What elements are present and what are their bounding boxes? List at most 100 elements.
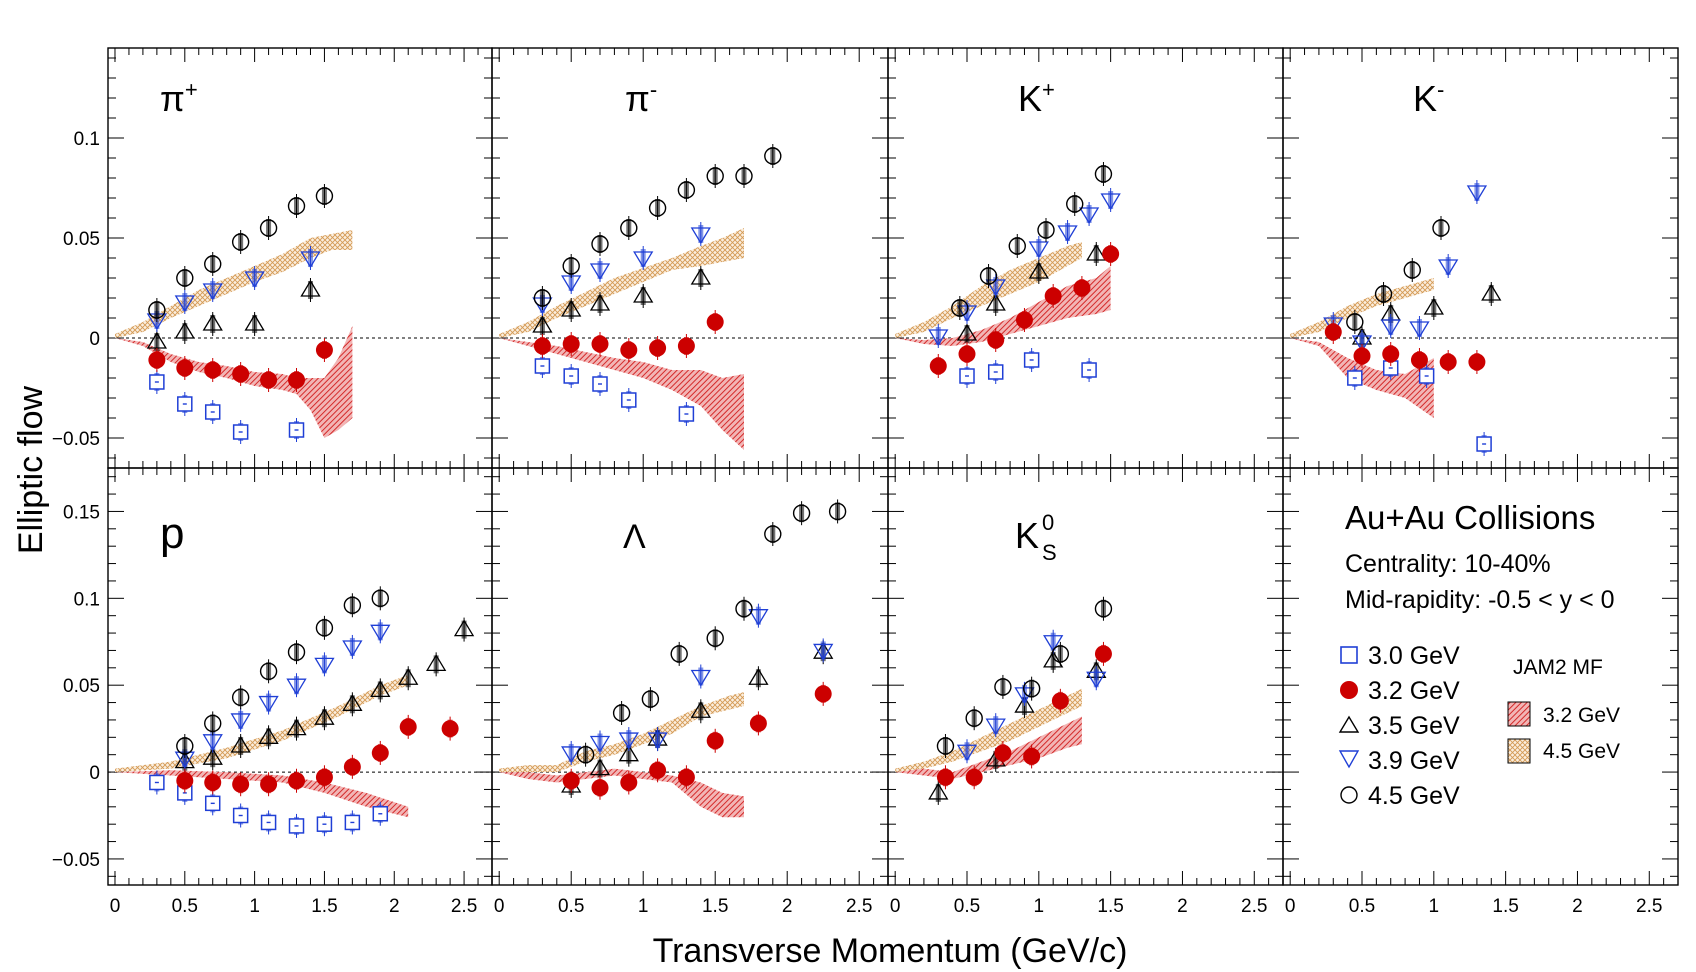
data-point-lam-e39 (690, 664, 711, 689)
data-point-ks-e45 (936, 734, 955, 758)
labels-layer: Transverse Momentum (GeV/c) Elliptic flo… (12, 77, 1620, 970)
data-point-ks-e39 (985, 713, 1006, 738)
data-point-p-e39 (286, 673, 307, 698)
x-tick-label: 1.5 (702, 896, 728, 917)
data-point-p-e35 (230, 734, 251, 758)
svg-text:π-: π- (625, 77, 657, 119)
data-point-lam-e45 (735, 596, 753, 621)
data-point-p-e30 (149, 770, 165, 795)
x-tick-label: 2.5 (846, 896, 872, 917)
x-axis-title: Transverse Momentum (GeV/c) (653, 932, 1128, 970)
data-point-km-e32 (1324, 320, 1342, 344)
data-point-pip-e32 (232, 362, 250, 386)
model-band-4-5-gev-pim (499, 228, 744, 338)
y-tick-label: 0.1 (74, 589, 100, 610)
data-point-pip-e32 (176, 356, 194, 380)
panels-layer: 0 0.5 1 1.5 2 2.5 0 0.5 1 1.5 2 2.5 0 0.5 1 1.5 2 2.5 0 0.5… (52, 47, 1679, 917)
svg-text:3.5 GeV: 3.5 GeV (1368, 712, 1460, 740)
data-point-km-e45 (1346, 310, 1364, 334)
data-point-pip-e39 (244, 266, 265, 290)
data-point-ks-e45 (1094, 596, 1113, 621)
data-point-p-e30 (316, 812, 333, 837)
x-tick-label: 0.5 (558, 896, 584, 917)
data-point-kp-e32 (1044, 284, 1062, 308)
y-axis-title: Elliptic flow (12, 385, 50, 554)
svg-text:π+: π+ (160, 77, 198, 119)
data-point-pip-e35 (174, 320, 195, 344)
data-point-pip-e45 (148, 298, 166, 322)
data-point-p-e32 (315, 765, 333, 790)
data-point-lam-e45 (670, 641, 688, 666)
data-point-p-e45 (259, 659, 278, 684)
data-point-p-e30 (204, 791, 221, 816)
legend-entry-4-5-gev: 4.5 GeV (1340, 782, 1460, 810)
x-tick-label: 0.5 (954, 896, 980, 917)
data-point-p-e32 (371, 740, 389, 765)
data-point-pip-e39 (174, 290, 195, 314)
data-point-ks-e39 (1086, 666, 1107, 691)
data-point-p-e45 (371, 586, 389, 611)
data-point-lam-e32 (706, 728, 724, 753)
data-point-ks-e32 (994, 740, 1012, 765)
data-point-p-e45 (204, 711, 222, 736)
data-point-lam-e32 (591, 775, 609, 800)
data-point-pim-e32 (562, 332, 580, 356)
data-point-p-e30 (260, 810, 277, 835)
legend-entry-3-5-gev: 3.5 GeV (1338, 712, 1460, 740)
data-point-kp-e32 (1102, 242, 1120, 266)
data-point-p-e32 (288, 768, 306, 793)
data-point-km-e30 (1347, 366, 1363, 390)
data-point-pim-e45 (764, 144, 782, 168)
data-point-km-e39 (1466, 180, 1488, 204)
data-point-ks-e32 (965, 765, 983, 790)
y-tick-label: 0.1 (74, 129, 100, 150)
svg-text:K+: K+ (1018, 77, 1055, 119)
data-point-km-e32 (1410, 348, 1428, 372)
data-point-kp-e30 (987, 360, 1004, 384)
svg-text:4.5 GeV: 4.5 GeV (1543, 740, 1620, 763)
data-point-pip-e45 (287, 194, 306, 218)
data-point-p-e30 (372, 801, 389, 826)
data-point-p-e35 (258, 725, 279, 750)
data-point-kp-e35 (1086, 242, 1107, 266)
data-point-lam-e39 (647, 727, 668, 752)
svg-text:4.5 GeV: 4.5 GeV (1368, 782, 1460, 810)
data-point-lam-e32 (814, 681, 832, 706)
data-point-p-e39 (314, 652, 335, 677)
x-tick-label: 0 (110, 896, 121, 917)
data-point-lam-e32 (749, 711, 767, 736)
data-point-ks-e45 (1051, 641, 1070, 666)
data-point-pim-e45 (677, 178, 696, 202)
data-point-lam-e45 (706, 626, 724, 651)
svg-text:3.2 GeV: 3.2 GeV (1543, 704, 1620, 727)
data-point-p-e32 (204, 770, 222, 795)
svg-text:K: K (1015, 515, 1039, 556)
panel-label-lambda: Λ (623, 518, 646, 556)
data-point-lam-e39 (813, 638, 834, 663)
data-point-p-e45 (287, 640, 306, 665)
data-point-p-e39 (258, 690, 279, 715)
data-point-kp-e30 (959, 364, 975, 388)
panel-frame-r1-c2 (887, 467, 1284, 886)
data-point-km-e39 (1380, 314, 1401, 338)
data-point-km-e45 (1374, 282, 1393, 306)
data-point-kp-e32 (958, 342, 976, 366)
data-point-pip-e39 (202, 278, 223, 302)
data-point-p-e39 (230, 707, 251, 732)
x-tick-label: 0 (1285, 896, 1296, 917)
data-point-pim-e39 (633, 246, 654, 270)
data-point-p-e45 (343, 593, 362, 618)
data-point-kp-e39 (928, 324, 949, 348)
data-point-pim-e32 (649, 336, 667, 360)
data-point-lam-e32 (677, 765, 695, 790)
svg-text:0: 0 (1042, 510, 1054, 535)
panel-label-pi-plus: π+ (160, 77, 198, 119)
legend-entry-3-0-gev: 3.0 GeV (1340, 642, 1460, 670)
svg-text:3.9 GeV: 3.9 GeV (1368, 747, 1460, 775)
data-point-pip-e30 (204, 400, 221, 424)
data-point-kp-e30 (1081, 358, 1097, 382)
data-point-kp-e45 (979, 264, 998, 288)
data-point-pip-e30 (177, 392, 193, 416)
data-point-lam-e45 (828, 499, 847, 524)
